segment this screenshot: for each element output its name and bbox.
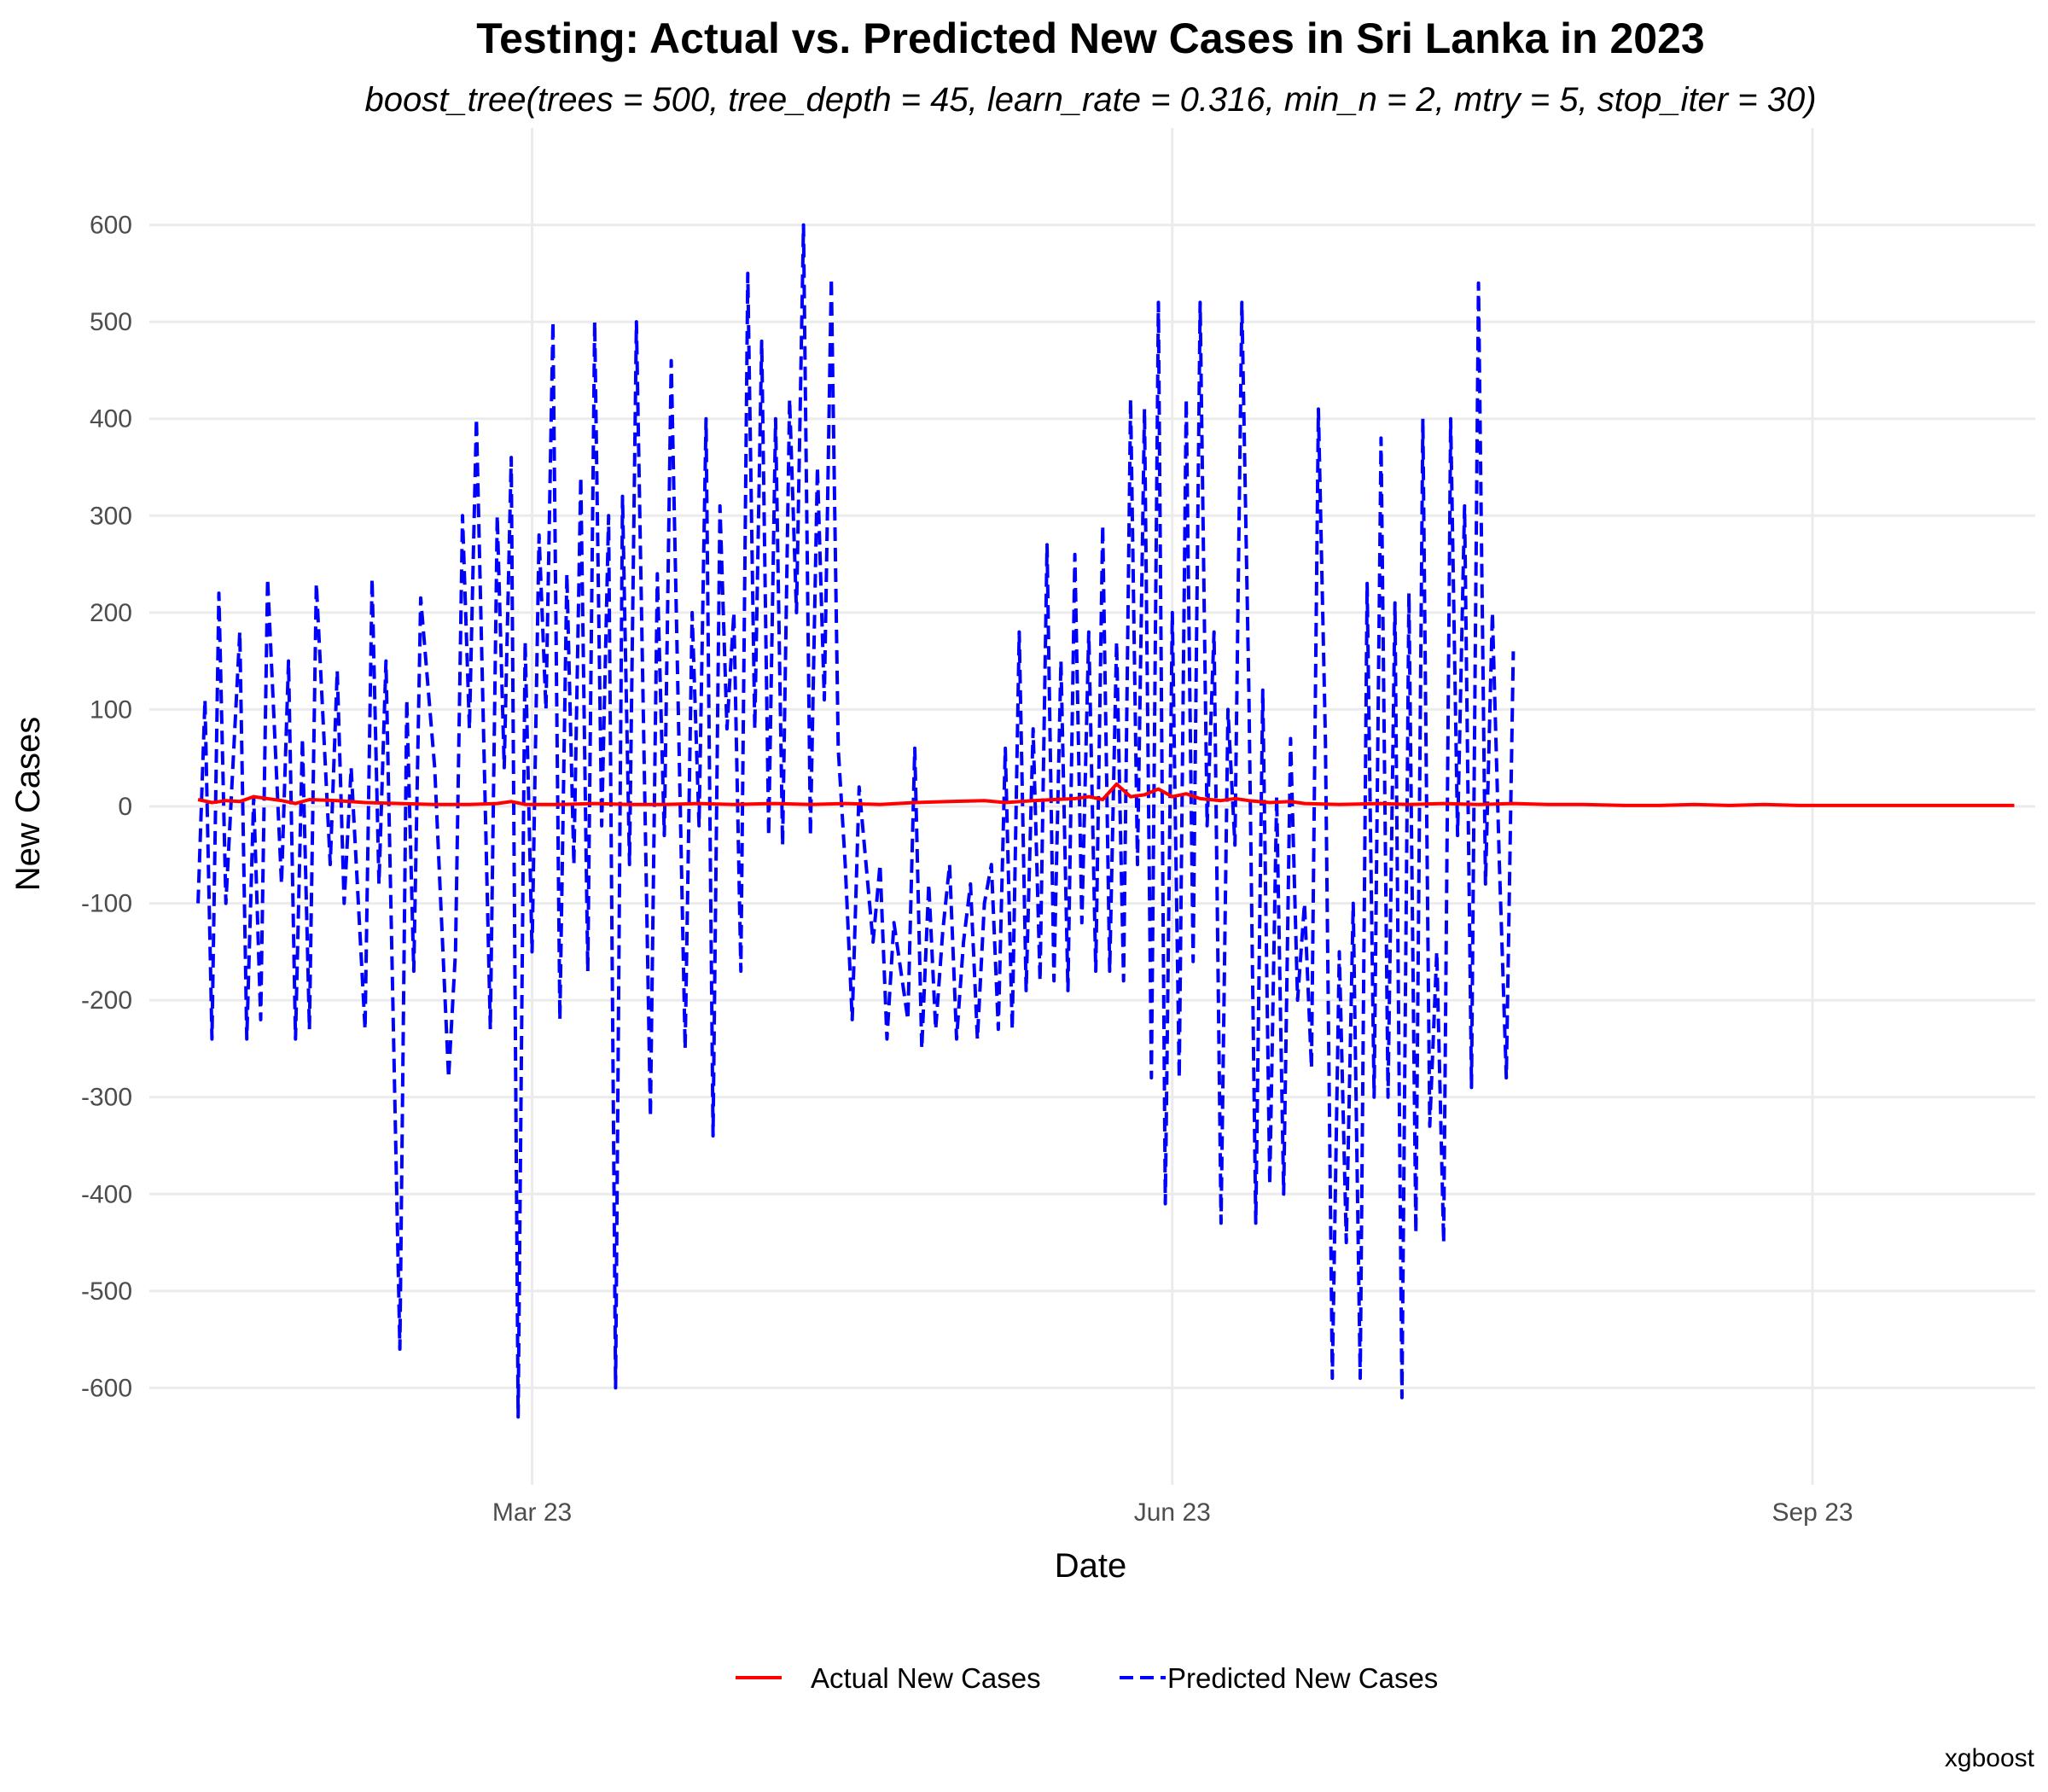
series-lines (196, 223, 2015, 1419)
x-axis-title: Date (1055, 1547, 1127, 1585)
y-tick-label: 400 (90, 405, 132, 433)
x-axis-ticks: Mar 23 Jun 23 Sep 23 (492, 1498, 1853, 1527)
x-tick-label: Sep 23 (1772, 1498, 1853, 1527)
y-tick-label: 100 (90, 695, 132, 724)
y-axis-ticks: 600 500 400 300 200 100 0 -100 -200 -300 -400 -500 -… (81, 212, 132, 1403)
chart-title: Testing: Actual vs. Predicted New Cases … (476, 15, 1704, 62)
legend-label-actual: Actual New Cases (811, 1662, 1041, 1694)
y-tick-label: 200 (90, 599, 132, 627)
x-tick-label: Mar 23 (492, 1498, 572, 1527)
chart-subtitle: boost_tree(trees = 500, tree_depth = 45,… (364, 81, 1816, 119)
gridlines (149, 128, 2035, 1485)
series-line-predicted (196, 223, 1516, 1419)
y-tick-label: -600 (81, 1374, 132, 1402)
y-tick-label: 0 (118, 793, 132, 821)
x-tick-label: Jun 23 (1134, 1498, 1211, 1527)
caption: xgboost (1945, 1744, 2035, 1772)
y-tick-label: 300 (90, 502, 132, 530)
legend: Actual New Cases Predicted New Cases (736, 1662, 1438, 1694)
legend-label-predicted: Predicted New Cases (1167, 1662, 1438, 1694)
y-tick-label: -500 (81, 1277, 132, 1306)
y-tick-label: 500 (90, 308, 132, 336)
y-tick-label: -400 (81, 1180, 132, 1208)
y-tick-label: -100 (81, 890, 132, 918)
y-tick-label: -300 (81, 1084, 132, 1112)
y-axis-title: New Cases (9, 717, 47, 892)
y-tick-label: 600 (90, 212, 132, 240)
y-tick-label: -200 (81, 986, 132, 1015)
series-line-actual (197, 782, 2015, 807)
